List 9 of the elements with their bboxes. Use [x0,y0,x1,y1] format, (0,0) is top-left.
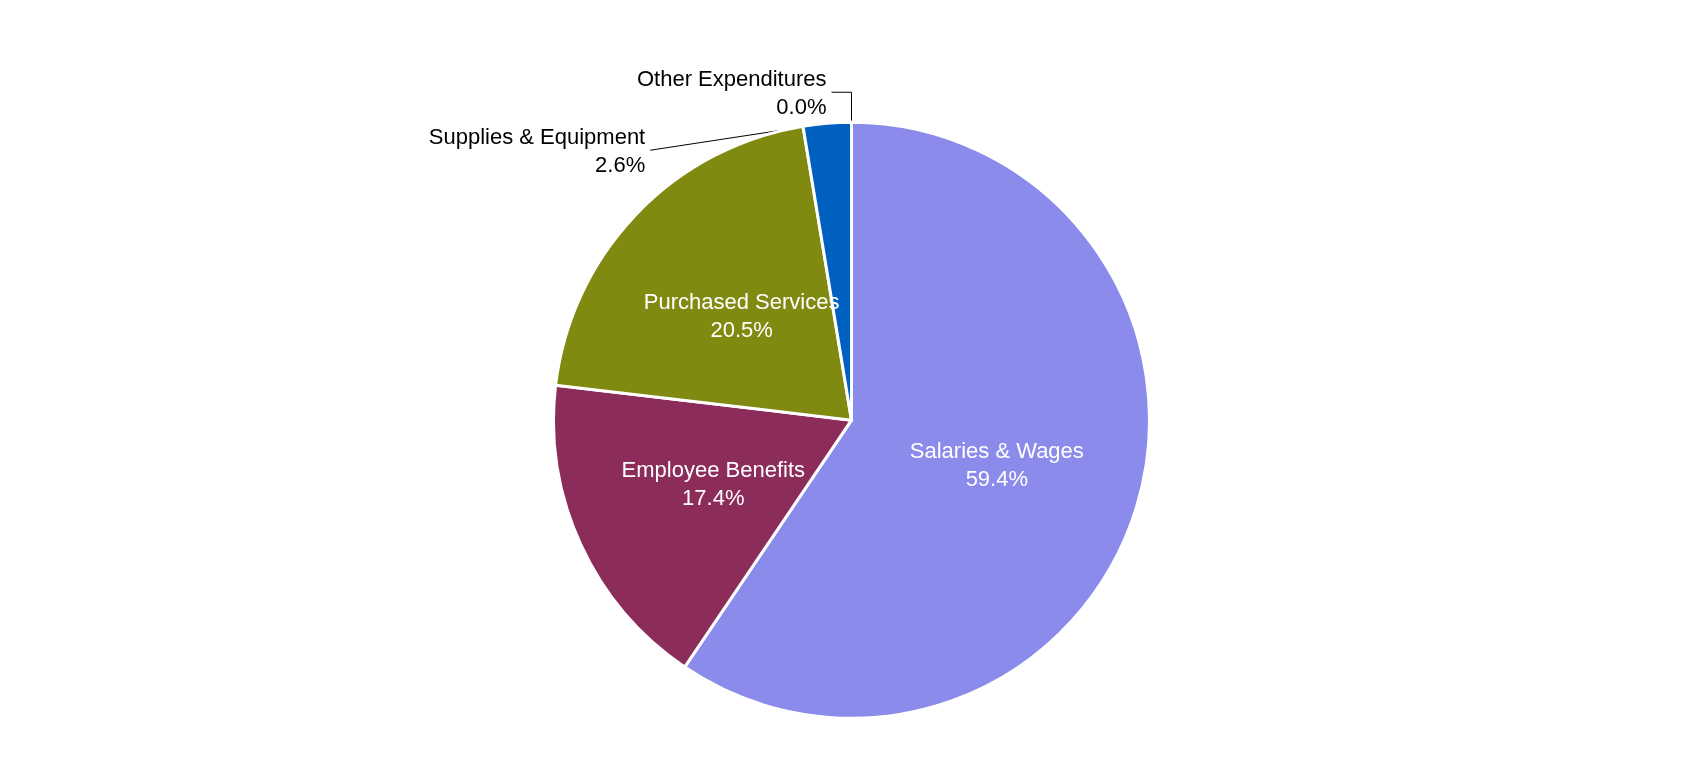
data-label: 2.6% [595,151,646,177]
slice-label: Salaries & Wages [909,438,1084,464]
data-label: 17.4% [682,484,745,510]
data-label: 20.5% [710,316,773,342]
text: 0.0% [776,93,827,119]
slice-label: Supplies & Equipment [428,123,646,149]
category-label: Other Expenditures [636,65,827,91]
data-label: 59.4% [965,466,1029,492]
slice-label: Employee Benefits [621,456,806,482]
